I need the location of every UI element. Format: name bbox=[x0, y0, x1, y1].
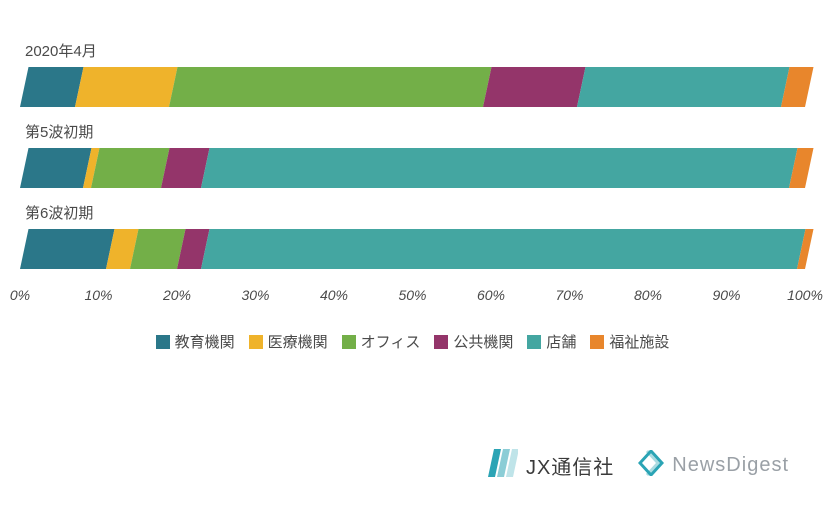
branding: JX通信社 NewsDigest bbox=[488, 449, 789, 482]
axis-tick: 40% bbox=[320, 287, 348, 303]
jx-logo-icon bbox=[488, 449, 518, 482]
legend-label: 医療機関 bbox=[268, 331, 328, 352]
bar-segment-store bbox=[577, 67, 790, 107]
legend-item-store: 店舗 bbox=[527, 331, 576, 352]
newsdigest-brand-text: NewsDigest bbox=[672, 454, 789, 477]
chart-row-0: 2020年4月 bbox=[20, 40, 805, 107]
bar-segment-education bbox=[20, 229, 115, 269]
legend-swatch bbox=[156, 335, 170, 349]
axis-tick: 90% bbox=[712, 287, 740, 303]
axis-tick: 100% bbox=[787, 287, 823, 303]
bar-track bbox=[20, 148, 814, 188]
chart-row-1: 第5波初期 bbox=[20, 121, 805, 188]
legend-label: 公共機関 bbox=[453, 331, 513, 352]
legend-item-office: オフィス bbox=[342, 331, 421, 352]
legend-swatch bbox=[249, 335, 263, 349]
bar-segment-medical bbox=[75, 67, 178, 107]
x-axis: 0%10%20%30%40%50%60%70%80%90%100% bbox=[20, 283, 805, 313]
jx-brand-text: JX通信社 bbox=[526, 451, 614, 480]
axis-tick: 80% bbox=[634, 287, 662, 303]
brand-jx: JX通信社 bbox=[488, 449, 614, 482]
axis-tick: 50% bbox=[398, 287, 426, 303]
legend-label: オフィス bbox=[361, 331, 421, 352]
axis-tick: 60% bbox=[477, 287, 505, 303]
legend-label: 店舗 bbox=[546, 331, 576, 352]
bar-segment-office bbox=[91, 148, 170, 188]
bar-segment-store bbox=[201, 148, 798, 188]
legend-swatch bbox=[434, 335, 448, 349]
legend-item-education: 教育機関 bbox=[156, 331, 235, 352]
chart-row-2: 第6波初期 bbox=[20, 202, 805, 269]
row-label: 2020年4月 bbox=[25, 40, 805, 61]
newsdigest-logo-icon bbox=[638, 450, 664, 481]
bar-track bbox=[20, 67, 814, 107]
legend-label: 福祉施設 bbox=[609, 331, 669, 352]
bar-segment-public bbox=[483, 67, 586, 107]
legend: 教育機関 医療機関 オフィス 公共機関 店舗 福祉施設 bbox=[20, 331, 805, 352]
chart-area: 2020年4月 第5波初期 第6波初期 0%10%20%30%40%50%60%… bbox=[20, 40, 805, 340]
axis-tick: 30% bbox=[241, 287, 269, 303]
bar-segment-store bbox=[201, 229, 806, 269]
legend-item-medical: 医療機関 bbox=[249, 331, 328, 352]
bar-segment-education bbox=[20, 67, 83, 107]
row-label: 第5波初期 bbox=[25, 121, 805, 142]
row-label: 第6波初期 bbox=[25, 202, 805, 223]
axis-tick: 0% bbox=[10, 287, 30, 303]
legend-swatch bbox=[342, 335, 356, 349]
axis-tick: 20% bbox=[163, 287, 191, 303]
brand-newsdigest: NewsDigest bbox=[638, 450, 789, 481]
legend-swatch bbox=[527, 335, 541, 349]
legend-item-public: 公共機関 bbox=[434, 331, 513, 352]
bar-segment-office bbox=[169, 67, 492, 107]
legend-label: 教育機関 bbox=[175, 331, 235, 352]
bar-segment-education bbox=[20, 148, 91, 188]
legend-swatch bbox=[590, 335, 604, 349]
bar-track bbox=[20, 229, 814, 269]
legend-item-welfare: 福祉施設 bbox=[590, 331, 669, 352]
axis-tick: 70% bbox=[555, 287, 583, 303]
axis-tick: 10% bbox=[84, 287, 112, 303]
